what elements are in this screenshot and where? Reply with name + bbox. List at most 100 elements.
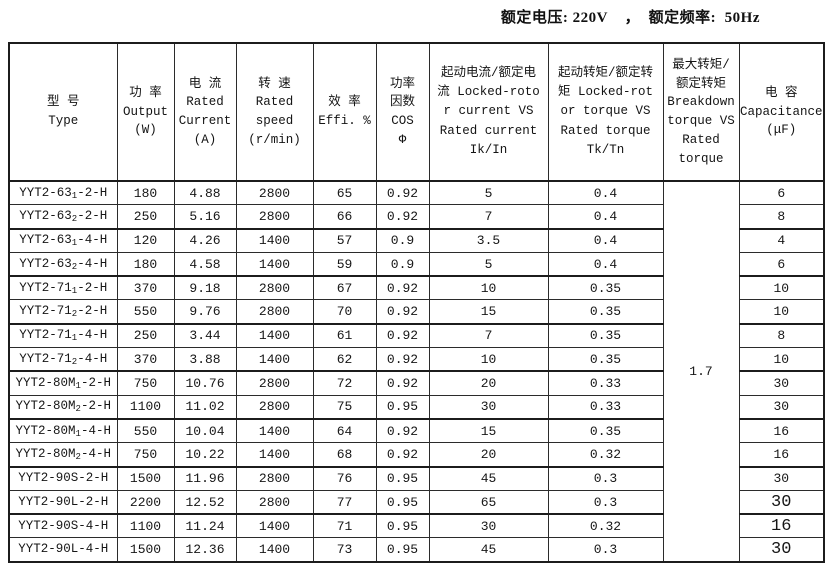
cell-model: YYT2-712-2-H bbox=[8, 299, 118, 325]
table-row: YYT2-90L-4-H 1500 12.36 1400 73 0.95 45 0.3 30 bbox=[8, 537, 825, 563]
cell-speed: 1400 bbox=[235, 347, 314, 373]
cell-efficiency: 70 bbox=[312, 299, 377, 325]
cell-speed: 2800 bbox=[235, 299, 314, 325]
cell-capacitance: 8 bbox=[738, 204, 825, 230]
cell-current: 11.02 bbox=[173, 394, 237, 420]
cell-current: 3.44 bbox=[173, 323, 237, 349]
cell-output: 1100 bbox=[116, 394, 175, 420]
cell-speed: 1400 bbox=[235, 513, 314, 539]
table-row: YYT2-631-2-H 180 4.88 2800 65 0.92 5 0.4 1.7 6 bbox=[8, 180, 825, 563]
cell-ik_in: 3.5 bbox=[428, 228, 549, 253]
cell-efficiency: 57 bbox=[312, 228, 377, 253]
cell-efficiency: 62 bbox=[312, 347, 377, 373]
column-header-capacitance: 电 容 Capacitance (μF) bbox=[738, 42, 825, 182]
cell-output: 1500 bbox=[116, 466, 175, 491]
cell-output: 750 bbox=[116, 370, 175, 396]
cell-cos: 0.92 bbox=[375, 204, 430, 230]
cell-tk_tn: 0.4 bbox=[547, 228, 664, 253]
table-row: YYT2-711-4-H 250 3.44 1400 61 0.92 7 0.35 8 bbox=[8, 323, 825, 349]
column-header-current: 电 流 Rated Current (A) bbox=[173, 42, 237, 182]
cell-speed: 2800 bbox=[235, 204, 314, 230]
cell-tk_tn: 0.35 bbox=[547, 347, 664, 373]
cell-tk_tn: 0.35 bbox=[547, 323, 664, 349]
cell-ik_in: 20 bbox=[428, 370, 549, 396]
cell-cos: 0.92 bbox=[375, 323, 430, 349]
cell-model: YYT2-90L-4-H bbox=[8, 537, 118, 563]
column-header-locked-rotor-current: 起动电流/额定电流 Locked-rotor current VS Rated … bbox=[428, 42, 549, 182]
cell-cos: 0.92 bbox=[375, 275, 430, 301]
cell-speed: 1400 bbox=[235, 418, 314, 444]
cell-speed: 2800 bbox=[235, 180, 314, 206]
cell-ik_in: 7 bbox=[428, 323, 549, 349]
cell-tk_tn: 0.33 bbox=[547, 370, 664, 396]
cell-ik_in: 45 bbox=[428, 466, 549, 491]
cell-tk_tn: 0.4 bbox=[547, 251, 664, 278]
cell-capacitance: 30 bbox=[738, 537, 825, 563]
cell-efficiency: 76 bbox=[312, 466, 377, 491]
cell-ik_in: 7 bbox=[428, 204, 549, 230]
cell-output: 120 bbox=[116, 228, 175, 253]
cell-model: YYT2-631-2-H bbox=[8, 180, 118, 206]
cell-tk_tn: 0.3 bbox=[547, 489, 664, 516]
cell-model: YYT2-80M2-2-H bbox=[8, 394, 118, 420]
cell-ik_in: 45 bbox=[428, 537, 549, 563]
cell-efficiency: 65 bbox=[312, 180, 377, 206]
table-row: YYT2-712-4-H 370 3.88 1400 62 0.92 10 0.35 10 bbox=[8, 347, 825, 373]
cell-cos: 0.92 bbox=[375, 442, 430, 468]
cell-current: 5.16 bbox=[173, 204, 237, 230]
cell-capacitance: 16 bbox=[738, 513, 825, 539]
table-row: YYT2-80M2-4-H 750 10.22 1400 68 0.92 20 0.32 16 bbox=[8, 442, 825, 468]
cell-output: 180 bbox=[116, 251, 175, 278]
cell-model: YYT2-80M1-2-H bbox=[8, 370, 118, 396]
cell-cos: 0.92 bbox=[375, 418, 430, 444]
cell-ik_in: 15 bbox=[428, 418, 549, 444]
cell-cos: 0.92 bbox=[375, 299, 430, 325]
cell-efficiency: 68 bbox=[312, 442, 377, 468]
header-row: 型 号 Type 功 率 Output (W) 电 流 Rated Curren… bbox=[8, 42, 825, 182]
cell-output: 370 bbox=[116, 275, 175, 301]
cell-model: YYT2-632-2-H bbox=[8, 204, 118, 230]
cell-capacitance: 30 bbox=[738, 466, 825, 491]
cell-model: YYT2-80M2-4-H bbox=[8, 442, 118, 468]
cell-current: 10.76 bbox=[173, 370, 237, 396]
cell-output: 750 bbox=[116, 442, 175, 468]
cell-tk_tn: 0.33 bbox=[547, 394, 664, 420]
column-header-breakdown-torque: 最大转矩/ 额定转矩 Breakdown torque VS Rated tor… bbox=[662, 42, 740, 182]
cell-efficiency: 72 bbox=[312, 370, 377, 396]
cell-output: 250 bbox=[116, 323, 175, 349]
cell-speed: 2800 bbox=[235, 370, 314, 396]
cell-ik_in: 10 bbox=[428, 347, 549, 373]
cell-cos: 0.95 bbox=[375, 537, 430, 563]
table-row: YYT2-632-2-H 250 5.16 2800 66 0.92 7 0.4 8 bbox=[8, 204, 825, 230]
cell-capacitance: 10 bbox=[738, 275, 825, 301]
cell-tk_tn: 0.35 bbox=[547, 299, 664, 325]
cell-output: 250 bbox=[116, 204, 175, 230]
cell-cos: 0.95 bbox=[375, 394, 430, 420]
cell-output: 370 bbox=[116, 347, 175, 373]
cell-capacitance: 10 bbox=[738, 347, 825, 373]
cell-output: 2200 bbox=[116, 489, 175, 516]
table-row: YYT2-80M1-2-H 750 10.76 2800 72 0.92 20 0.33 30 bbox=[8, 370, 825, 396]
cell-cos: 0.9 bbox=[375, 251, 430, 278]
cell-model: YYT2-711-4-H bbox=[8, 323, 118, 349]
cell-cos: 0.9 bbox=[375, 228, 430, 253]
cell-model: YYT2-90L-2-H bbox=[8, 489, 118, 516]
cell-tk_tn: 0.35 bbox=[547, 418, 664, 444]
cell-capacitance: 8 bbox=[738, 323, 825, 349]
cell-model: YYT2-712-4-H bbox=[8, 347, 118, 373]
table-row: YYT2-632-4-H 180 4.58 1400 59 0.9 5 0.4 6 bbox=[8, 251, 825, 278]
cell-current: 10.22 bbox=[173, 442, 237, 468]
cell-efficiency: 66 bbox=[312, 204, 377, 230]
cell-current: 12.36 bbox=[173, 537, 237, 563]
cell-output: 180 bbox=[116, 180, 175, 206]
cell-efficiency: 61 bbox=[312, 323, 377, 349]
table-row: YYT2-80M1-4-H 550 10.04 1400 64 0.92 15 0.35 16 bbox=[8, 418, 825, 444]
cell-ik_in: 30 bbox=[428, 513, 549, 539]
column-header-cos: 功率 因数 COS Φ bbox=[375, 42, 430, 182]
cell-model: YYT2-90S-4-H bbox=[8, 513, 118, 539]
column-header-type: 型 号 Type bbox=[8, 42, 118, 182]
cell-tk_tn: 0.3 bbox=[547, 466, 664, 491]
table-row: YYT2-712-2-H 550 9.76 2800 70 0.92 15 0.35 10 bbox=[8, 299, 825, 325]
cell-cos: 0.92 bbox=[375, 347, 430, 373]
